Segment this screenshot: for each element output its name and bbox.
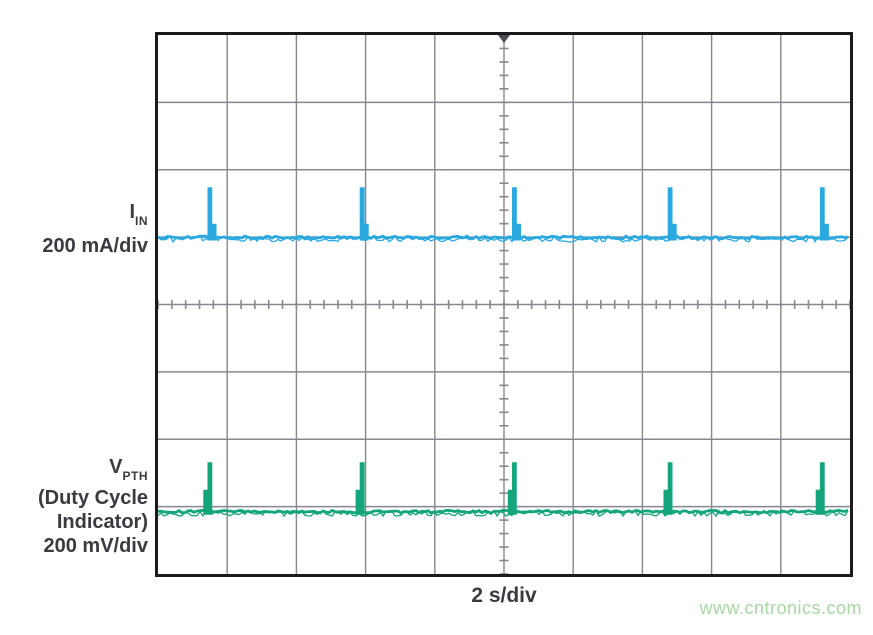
x-axis-label: 2 s/div — [471, 584, 537, 607]
watermark-text: www.cntronics.com — [699, 598, 862, 618]
channel2-desc-line1: (Duty Cycle — [37, 487, 148, 509]
scope-graticule — [155, 32, 853, 577]
channel2-scale: 200 mV/div — [43, 535, 148, 557]
scope-svg — [158, 35, 850, 574]
channel2-desc-line2: Indicator) — [56, 511, 148, 533]
channel2-label: VPTH (Duty Cycle Indicator) 200 mV/div — [0, 455, 148, 558]
channel2-symbol: VPTH — [109, 456, 148, 483]
channel1-label: IIN 200 mA/div — [0, 199, 148, 260]
channel1-symbol: IIN — [129, 201, 148, 228]
channel1-scale: 200 mA/div — [42, 235, 148, 257]
